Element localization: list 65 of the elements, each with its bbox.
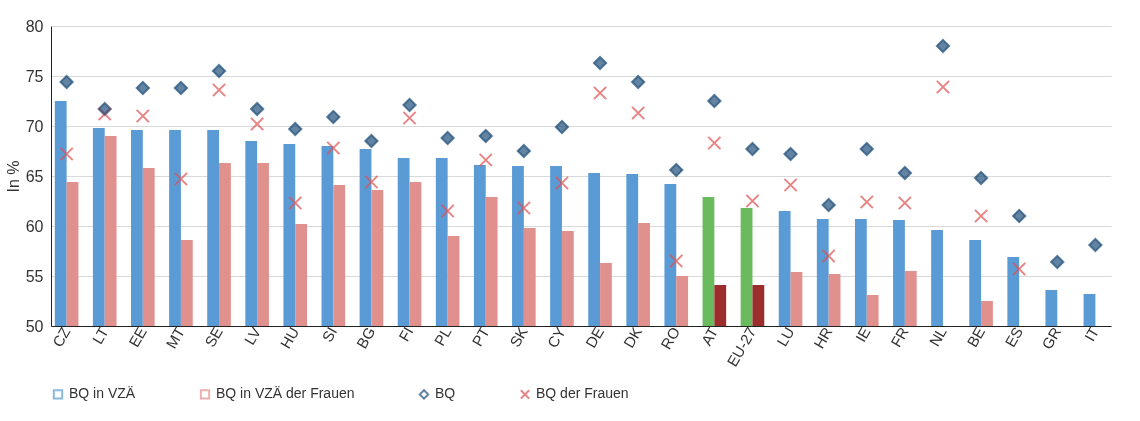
x-tick-label: FR: [887, 323, 912, 350]
y-tick-label: 50: [25, 317, 44, 335]
point: [707, 135, 722, 151]
point: [1012, 261, 1027, 277]
point: [592, 85, 608, 101]
point: [554, 175, 570, 191]
point: [516, 200, 531, 216]
y-tick-label: 80: [25, 17, 44, 35]
x-tick-label: SE: [201, 324, 226, 350]
point: [669, 253, 684, 269]
point: [821, 248, 836, 264]
x-tick-label: RO: [657, 324, 684, 352]
point: [173, 171, 189, 187]
x-tick-label: MT: [162, 324, 188, 352]
x-tick-label: ES: [1001, 324, 1027, 350]
x-tick-label: LT: [88, 324, 112, 347]
point: [973, 208, 989, 224]
x-tick-label: SK: [506, 324, 531, 350]
legend-label: BQ in VZÄ der Frauen: [216, 385, 355, 402]
point: [478, 152, 493, 168]
x-tick-label: PT: [468, 324, 493, 350]
x-tick-label: CZ: [48, 324, 74, 350]
point: [897, 195, 912, 211]
x-tick-label: BG: [352, 324, 379, 352]
point: [288, 195, 303, 211]
legend-label: BQ in VZÄ: [69, 385, 136, 402]
point: [859, 194, 874, 210]
point: [97, 106, 112, 122]
x-tick-label: FI: [395, 324, 417, 345]
x-tick-label: LV: [240, 324, 265, 348]
y-tick-label: 70: [25, 117, 44, 135]
point: [631, 105, 646, 121]
point: [402, 110, 417, 126]
x-tick-label: EE: [125, 324, 150, 350]
point: [135, 108, 150, 124]
x-tick-label: DK: [619, 324, 646, 351]
y-tick-label: 60: [25, 217, 44, 235]
point: [783, 177, 798, 193]
point: [745, 193, 760, 209]
point: [440, 203, 455, 219]
x-tick-label: HR: [810, 323, 836, 352]
y-axis-title: In %: [4, 160, 22, 193]
x-tick-label: PL: [430, 324, 455, 349]
x-tick-label: IT: [1080, 324, 1103, 345]
x-tick-label: DE: [581, 324, 607, 351]
x-tick-label: CY: [543, 324, 569, 351]
x-tick-label: NL: [925, 324, 950, 350]
point: [59, 146, 74, 162]
x-tick-label: AT: [697, 324, 722, 349]
y-tick-label: 55: [25, 267, 44, 285]
x-tick-label: IE: [851, 324, 874, 345]
legend-label: BQ: [435, 385, 456, 402]
x-tick-label: SI: [318, 324, 341, 345]
y-tick-label: 75: [25, 67, 44, 85]
point: [211, 82, 227, 98]
x-tick-label: BE: [963, 324, 988, 350]
y-tick-label: 65: [25, 167, 44, 185]
point: [250, 116, 265, 132]
legend-label: BQ der Frauen: [536, 385, 629, 402]
point: [935, 79, 951, 95]
point: [364, 174, 379, 190]
x-tick-label: LU: [773, 324, 798, 350]
point: [326, 140, 341, 156]
x-tick-label: HU: [276, 324, 303, 352]
x-tick-label: GR: [1038, 323, 1065, 352]
